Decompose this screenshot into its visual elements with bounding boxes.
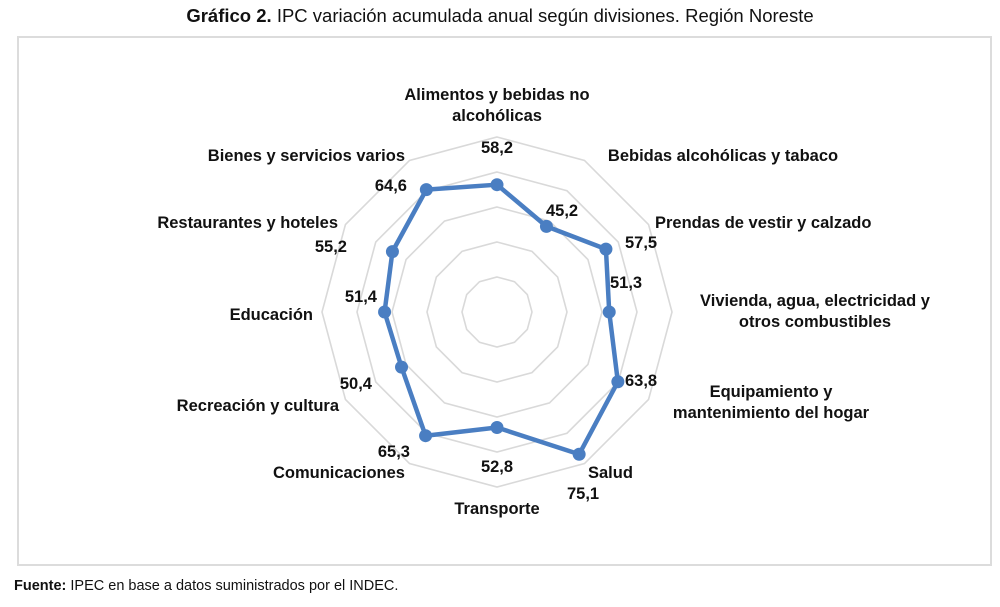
category-label-line: Bebidas alcohólicas y tabaco bbox=[608, 147, 838, 165]
data-point-10 bbox=[378, 305, 392, 319]
category-label-line: Vivienda, agua, electricidad y bbox=[700, 292, 931, 310]
category-label-11: Restaurantes y hoteles bbox=[157, 214, 338, 232]
value-label-9: 50,4 bbox=[340, 375, 373, 393]
series-line bbox=[382, 182, 621, 457]
category-label-line: Equipamiento y bbox=[710, 383, 834, 401]
value-label-7: 52,8 bbox=[481, 458, 513, 476]
data-point-4 bbox=[602, 305, 616, 319]
category-label-line: Alimentos y bebidas no bbox=[404, 86, 589, 104]
category-label-line: Recreación y cultura bbox=[177, 397, 340, 415]
data-point-9 bbox=[395, 360, 409, 374]
chart-title-prefix: Gráfico 2. bbox=[186, 5, 272, 26]
category-label-7: Transporte bbox=[454, 500, 539, 518]
source-note: Fuente: IPEC en base a datos suministrad… bbox=[14, 578, 398, 594]
data-point-6 bbox=[572, 447, 586, 461]
category-label-1: Alimentos y bebidas no alcohólicas bbox=[404, 86, 589, 125]
category-label-12: Bienes y servicios varios bbox=[208, 147, 405, 165]
value-label-4: 51,3 bbox=[610, 274, 642, 292]
grid-ring-64 bbox=[356, 171, 638, 453]
data-point-8 bbox=[419, 429, 433, 443]
category-label-5: Equipamiento y mantenimiento del hogar bbox=[673, 383, 870, 422]
value-label-12: 64,6 bbox=[375, 177, 407, 195]
value-label-2: 45,2 bbox=[546, 202, 578, 220]
value-label-11: 55,2 bbox=[315, 238, 347, 256]
grid-ring-80 bbox=[321, 136, 673, 488]
category-label-2: Bebidas alcohólicas y tabaco bbox=[608, 147, 838, 165]
value-label-8: 65,3 bbox=[378, 443, 410, 461]
category-label-line: alcohólicas bbox=[452, 107, 542, 125]
data-point-5 bbox=[611, 375, 625, 389]
source-prefix: Fuente: bbox=[14, 578, 67, 594]
value-label-3: 57,5 bbox=[625, 234, 657, 252]
category-label-line: mantenimiento del hogar bbox=[673, 404, 870, 422]
data-point-2 bbox=[539, 219, 553, 233]
category-label-4: Vivienda, agua, electricidad y otros comb… bbox=[700, 292, 931, 331]
source-text: IPEC en base a datos suministrados por e… bbox=[66, 578, 399, 594]
data-point-12 bbox=[419, 183, 433, 197]
radar-labels: Alimentos y bebidas no alcohólicas Bebidas… bbox=[157, 86, 930, 518]
value-label-5: 63,8 bbox=[625, 372, 657, 390]
value-label-6: 75,1 bbox=[567, 485, 599, 503]
category-label-line: Salud bbox=[588, 464, 633, 482]
category-label-line: Restaurantes y hoteles bbox=[157, 214, 338, 232]
category-label-line: Educación bbox=[230, 306, 313, 324]
data-point-11 bbox=[385, 245, 399, 259]
value-label-10: 51,4 bbox=[345, 288, 378, 306]
data-point-1 bbox=[490, 178, 504, 192]
category-label-3: Prendas de vestir y calzado bbox=[655, 214, 871, 232]
category-label-line: Transporte bbox=[454, 500, 539, 518]
radar-series bbox=[378, 178, 625, 461]
category-label-8: Comunicaciones bbox=[273, 464, 405, 482]
chart-title: Gráfico 2. IPC variación acumulada anual… bbox=[0, 5, 1000, 27]
category-label-10: Educación bbox=[230, 306, 313, 324]
category-label-line: Comunicaciones bbox=[273, 464, 405, 482]
grid-ring-48 bbox=[391, 206, 603, 418]
category-label-line: Bienes y servicios varios bbox=[208, 147, 405, 165]
value-label-1: 58,2 bbox=[481, 139, 513, 157]
grid-ring-32 bbox=[426, 241, 568, 383]
grid-ring-16 bbox=[461, 276, 533, 348]
category-label-line: otros combustibles bbox=[739, 313, 891, 331]
chart-frame bbox=[17, 36, 992, 566]
category-label-6: Salud bbox=[588, 464, 633, 482]
category-label-9: Recreación y cultura bbox=[177, 397, 340, 415]
data-point-7 bbox=[490, 421, 504, 434]
category-label-line: Prendas de vestir y calzado bbox=[655, 214, 871, 232]
radar-grid bbox=[321, 136, 673, 488]
data-point-3 bbox=[599, 242, 613, 256]
chart-title-text: IPC variación acumulada anual según divi… bbox=[271, 5, 814, 26]
